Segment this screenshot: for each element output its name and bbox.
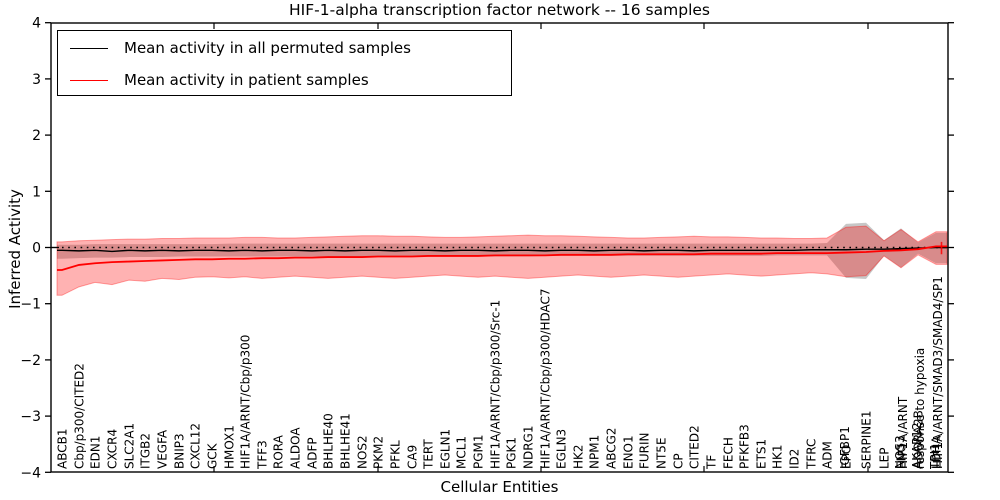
entity-label: EPO: [840, 445, 854, 469]
entity-label: HIF1A/ARNT: [896, 396, 910, 469]
entity-label: HK1: [771, 444, 785, 469]
entity-label: IGFBP1: [838, 426, 852, 469]
entity-label: LDHA: [930, 435, 944, 469]
entity-label: NT5E: [655, 437, 669, 469]
y-tick-label: −3: [20, 409, 41, 425]
patient-line-sample-icon: [70, 79, 108, 81]
entity-label: NPM1: [588, 435, 602, 469]
entity-label: HIF1A/ARNT/Cbp/p300/Src-1: [489, 300, 503, 469]
entity-label: EGLN1: [439, 429, 453, 469]
entity-label: FECH: [722, 437, 736, 469]
entity-label: TPI1: [928, 443, 942, 470]
entity-label: CXCL12: [189, 423, 203, 469]
y-tick-label: 4: [32, 16, 41, 32]
entity-label: BHLHE41: [339, 413, 353, 469]
entity-label: CXCR4: [106, 429, 120, 469]
entity-label: ADM: [821, 441, 835, 469]
entity-label: ABCG2: [605, 427, 619, 469]
x-axis-label: Cellular Entities: [440, 478, 559, 496]
entity-label: SLC2A1: [123, 423, 137, 469]
entity-label: PGM1: [472, 434, 486, 469]
entity-label: BHLHE40: [322, 413, 336, 469]
y-tick-label: 0: [32, 241, 41, 257]
legend-item-permuted: Mean activity in all permuted samples: [58, 33, 511, 63]
entity-label: HIF1A/ARNT/SMAD3/SMAD4/SP1: [931, 276, 945, 469]
entity-label: SERPINE1: [860, 410, 874, 469]
entity-label: TFF3: [256, 440, 270, 470]
entity-label: ENG: [895, 443, 909, 469]
entity-label: PKM2: [372, 436, 386, 469]
entity-label: RORA: [272, 434, 286, 469]
entity-label: ENO1: [622, 435, 636, 469]
entity-label: Cbp/p300/CITED2: [73, 363, 87, 469]
entity-label: CITED2: [688, 425, 702, 469]
entity-label: FURIN: [638, 432, 652, 469]
entity-label: TFRC: [805, 439, 819, 470]
entity-label: CP: [672, 453, 686, 469]
entity-label: HMOX1: [223, 425, 237, 469]
entity-label: response to hypoxia: [913, 348, 927, 469]
patient-std-band: [56, 225, 948, 296]
entity-label: HK2: [572, 444, 586, 469]
entity-label: ADFP: [306, 437, 320, 469]
entity-label: ITGB2: [139, 433, 153, 469]
entity-label: GCK: [206, 442, 220, 469]
patient-mean-line: [57, 245, 947, 271]
entity-label: BNIP3: [173, 433, 187, 469]
entity-label: ABCB1: [56, 429, 70, 469]
y-tick-label: −1: [20, 297, 41, 313]
y-tick-label: 1: [32, 184, 41, 200]
entity-label: ETS1: [755, 439, 769, 469]
chart-title: HIF-1-alpha transcription factor network…: [289, 1, 710, 19]
y-tick-label: −2: [20, 353, 41, 369]
entity-label: EDN1: [89, 436, 103, 469]
permuted-line-sample-icon: [70, 47, 108, 49]
y-tick-label: 3: [32, 72, 41, 88]
entity-label: AKAP12: [910, 422, 924, 469]
entity-label: HIF1A/ARNT/Cbp/p300/HDAC7: [539, 288, 553, 469]
entity-label: HIF1A/ARNT/Cbp/p300: [239, 335, 253, 469]
legend-label: Mean activity in patient samples: [124, 71, 369, 89]
legend: Mean activity in all permuted samples Me…: [57, 30, 512, 96]
entity-label: ADORA2B: [912, 410, 926, 469]
entity-label: ALDOA: [289, 427, 303, 469]
y-tick-label: 2: [32, 128, 41, 144]
entity-label: CA9: [406, 445, 420, 469]
entity-label: PGK1: [505, 437, 519, 469]
entity-label: TERT: [422, 439, 436, 470]
y-axis-label: Inferred Activity: [6, 189, 24, 309]
legend-item-patient: Mean activity in patient samples: [58, 65, 511, 95]
permuted-mean-line: [57, 246, 947, 253]
entity-label: PFKFB3: [738, 424, 752, 469]
entity-label: MCL1: [455, 436, 469, 469]
entity-label: NOS3: [893, 435, 907, 469]
entity-label: VEGFA: [156, 429, 170, 469]
legend-label: Mean activity in all permuted samples: [124, 39, 411, 57]
entity-label: NDRG1: [522, 426, 536, 470]
entity-label: TF: [705, 455, 719, 470]
entity-label: PFKL: [389, 440, 403, 469]
y-tick-label: −4: [20, 465, 41, 481]
entity-label: EGLN3: [555, 429, 569, 469]
entity-label: LEP: [878, 447, 892, 469]
entity-label: ID2: [788, 449, 802, 469]
entity-label: NOS2: [356, 435, 370, 469]
